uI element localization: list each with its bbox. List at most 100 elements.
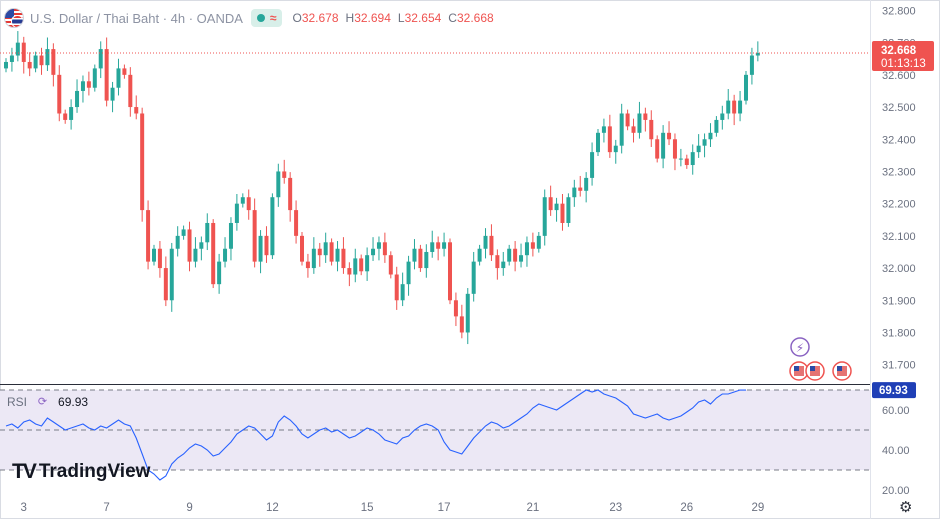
candle-body	[228, 222, 233, 249]
candle-body	[335, 248, 340, 262]
rsi-legend[interactable]: RSI ⟳ 69.93	[7, 394, 88, 409]
candlestick-series	[4, 31, 760, 345]
candle-body	[63, 113, 68, 120]
market-open-icon	[256, 14, 265, 22]
candle-body	[288, 177, 293, 211]
usd-thb-flag-icon	[4, 8, 24, 28]
symbol-legend[interactable]: U.S. Dollar / Thai Baht · 4h · OANDA ≈ O…	[4, 8, 501, 28]
candle-body	[613, 145, 618, 153]
candle-body	[317, 248, 322, 256]
candle-body	[584, 177, 589, 191]
candle-body	[205, 222, 210, 243]
tradingview-logo[interactable]: TV TradingView	[12, 460, 150, 484]
price-tick-label: 32.800	[882, 5, 916, 17]
candle-body	[45, 49, 50, 66]
candle-body	[359, 258, 364, 272]
candle-body	[300, 235, 304, 262]
candle-body	[181, 229, 186, 236]
candle-body	[305, 261, 310, 269]
candle-body	[270, 197, 275, 256]
candle-body	[157, 248, 162, 269]
candle-body	[726, 100, 731, 114]
rsi-label: RSI	[7, 394, 28, 409]
candle-body	[631, 126, 636, 133]
candle-body	[501, 261, 506, 269]
candle-body	[140, 113, 145, 211]
time-axis: 3 7 9 12 15 17 21 23 26 29	[21, 502, 765, 514]
candle-body	[258, 235, 263, 262]
candle-body	[489, 235, 494, 256]
last-price-label: 32.668	[881, 45, 917, 57]
market-status-badge[interactable]: ≈	[250, 9, 283, 27]
symbol-title[interactable]: U.S. Dollar / Thai Baht · 4h · OANDA	[30, 10, 243, 26]
candle-body	[560, 203, 565, 223]
candle-body	[530, 242, 535, 249]
candle-body	[637, 113, 642, 133]
candle-body	[376, 242, 381, 249]
rsi-value-badge[interactable]	[872, 382, 916, 399]
rsi-axis: 60.00 40.00 20.00 69.93	[872, 382, 916, 497]
candle-body	[453, 300, 458, 317]
rsi-tick-label: 40.00	[882, 445, 910, 457]
time-tick-label: 15	[361, 502, 374, 514]
lightning-glyph: ⚡	[796, 341, 804, 355]
candle-body	[507, 248, 512, 262]
candle-body	[418, 248, 423, 269]
candle-body	[732, 100, 737, 114]
refresh-icon[interactable]: ⟳	[35, 394, 51, 409]
candle-body	[702, 139, 707, 146]
candle-body	[110, 87, 115, 101]
candle-body	[524, 242, 529, 256]
candle-body	[163, 268, 168, 301]
price-tick-label: 32.200	[882, 199, 916, 211]
time-tick-label: 29	[751, 502, 764, 514]
settings-icon[interactable]: ⚙	[899, 499, 913, 516]
candle-body	[513, 248, 518, 262]
candle-body	[199, 242, 204, 249]
time-tick-label: 3	[21, 502, 27, 514]
price-tick-label: 31.800	[882, 327, 916, 339]
candle-body	[329, 242, 334, 262]
candle-body	[744, 74, 748, 101]
candle-body	[412, 248, 417, 262]
candle-body	[134, 107, 139, 114]
candle-body	[542, 197, 547, 236]
price-tick-label: 32.400	[882, 134, 916, 146]
candle-body	[211, 222, 216, 285]
price-tick-label: 31.700	[882, 360, 916, 372]
candle-body	[536, 235, 541, 249]
candle-body	[720, 113, 725, 120]
candle-body	[223, 248, 228, 262]
rsi-tick-label: 60.00	[882, 405, 910, 417]
candle-body	[294, 210, 299, 236]
candle-body	[128, 74, 133, 108]
candle-body	[122, 68, 127, 75]
time-tick-label: 9	[186, 502, 192, 514]
time-tick-label: 17	[438, 502, 451, 514]
time-tick-label: 7	[103, 502, 109, 514]
open-value: O32.678	[292, 11, 339, 25]
tradingview-icon: TV	[12, 460, 37, 483]
rsi-tick-label: 20.00	[882, 485, 910, 497]
countdown-label: 01:13:13	[881, 58, 926, 70]
candle-body	[590, 152, 595, 178]
close-value: C32.668	[448, 11, 494, 25]
candle-body	[714, 119, 719, 133]
candle-body	[649, 119, 654, 140]
candle-body	[400, 284, 405, 301]
candle-body	[655, 139, 660, 159]
candle-body	[690, 152, 695, 166]
last-price-badge[interactable]	[872, 40, 934, 71]
high-value: H32.694	[345, 11, 391, 25]
lightning-event-icon[interactable]	[790, 337, 810, 357]
candle-body	[572, 187, 577, 198]
event-markers: ⚡	[789, 337, 852, 381]
rsi-pane	[0, 389, 870, 481]
brand-name: TradingView	[38, 461, 151, 482]
candle-body	[436, 242, 441, 249]
candle-body	[619, 113, 624, 146]
candle-body	[749, 55, 754, 75]
candle-body	[51, 49, 56, 75]
